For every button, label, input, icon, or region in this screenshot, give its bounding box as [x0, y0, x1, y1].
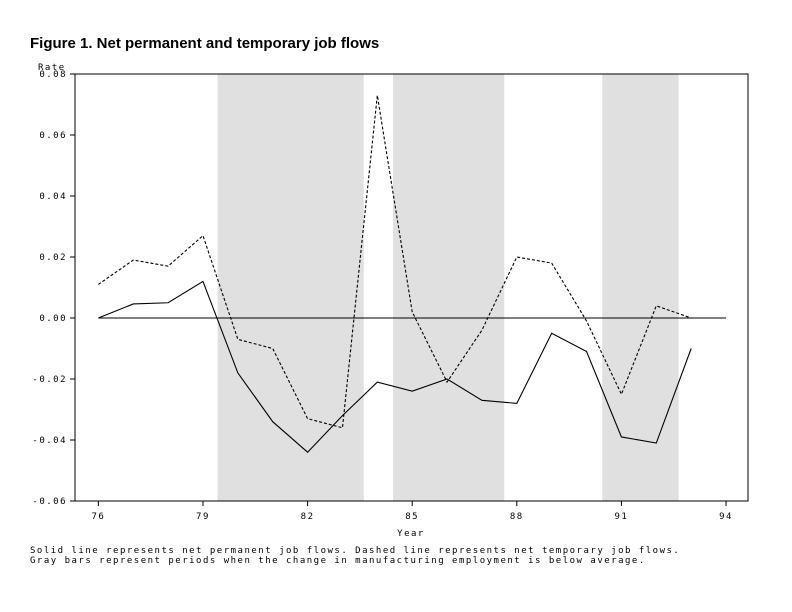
y-tick-label: 0.02 — [39, 253, 67, 263]
y-tick-label: 0.06 — [39, 131, 67, 141]
shaded-period — [393, 74, 505, 501]
y-tick-label: -0.02 — [32, 375, 67, 385]
shaded-period — [217, 74, 364, 501]
y-tick-label: -0.04 — [32, 436, 67, 446]
y-tick-label: 0.04 — [39, 192, 67, 202]
plot-frame — [74, 73, 749, 502]
y-axis-label: Rate — [38, 63, 66, 73]
shaded-period — [602, 74, 679, 501]
series-line — [98, 280, 692, 453]
chart-title: Figure 1. Net permanent and temporary jo… — [30, 35, 379, 52]
note: Solid line represents net permanent job … — [30, 546, 680, 556]
y-tick-label: 0.08 — [39, 70, 67, 80]
x-tick-label: 76 — [91, 512, 105, 522]
series-line — [98, 95, 692, 429]
x-axis-label: Year — [397, 529, 425, 539]
note: Gray bars represent periods when the cha… — [30, 556, 646, 566]
x-tick-label: 85 — [405, 512, 419, 522]
y-tick-label: -0.06 — [32, 497, 67, 507]
x-tick-label: 82 — [301, 512, 315, 522]
x-tick-label: 79 — [196, 512, 210, 522]
y-tick-label: 0.00 — [39, 314, 67, 324]
x-tick-label: 91 — [614, 512, 628, 522]
x-tick-label: 94 — [719, 512, 733, 522]
x-tick-label: 88 — [510, 512, 524, 522]
